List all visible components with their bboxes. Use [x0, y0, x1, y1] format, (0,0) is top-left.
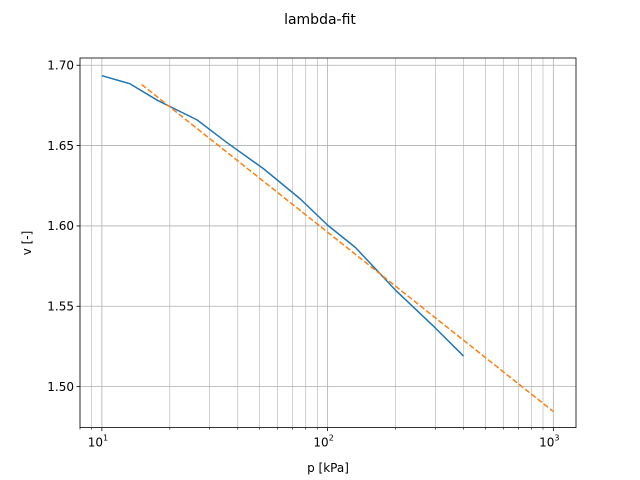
x-tick-label-exponent: 3	[554, 434, 559, 443]
x-axis-label: p [kPa]	[307, 461, 349, 475]
x-tick-label: 102	[313, 434, 333, 450]
data-line	[101, 74, 465, 357]
y-tick-label: 1.55	[47, 300, 74, 314]
x-tick-label: 103	[539, 434, 559, 450]
fit-line	[141, 83, 554, 413]
x-tick-label-exponent: 2	[329, 434, 334, 443]
chart-title: lambda-fit	[284, 12, 356, 28]
x-tick-label-exponent: 1	[103, 434, 108, 443]
grid-lines	[79, 58, 576, 428]
y-tick-label: 1.50	[47, 380, 74, 394]
y-tick-label: 1.70	[47, 59, 74, 73]
axis-ticks: 101 102 103 1.50 1.55 1.60 1.65 1.70	[47, 59, 559, 450]
y-tick-label: 1.60	[47, 219, 74, 233]
y-axis-label: v [-]	[20, 231, 34, 256]
y-tick-label: 1.65	[47, 139, 74, 153]
series-layer	[101, 74, 554, 413]
x-tick-label: 101	[88, 434, 108, 450]
